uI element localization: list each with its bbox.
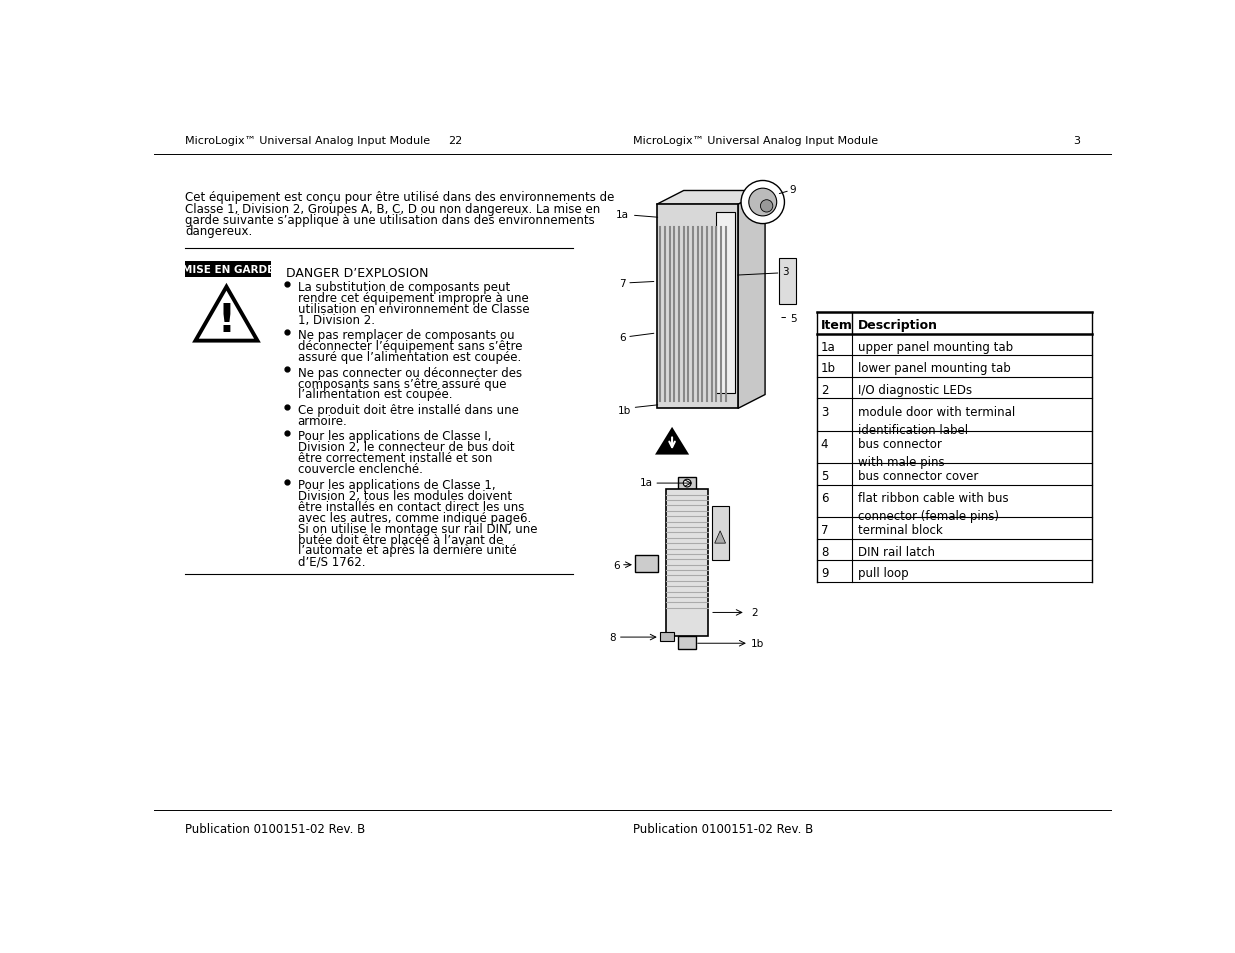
Text: Pour les applications de Classe 1,: Pour les applications de Classe 1, — [298, 478, 495, 492]
Text: Ne pas connecter ou déconnecter des: Ne pas connecter ou déconnecter des — [298, 366, 522, 379]
FancyBboxPatch shape — [678, 477, 697, 490]
FancyBboxPatch shape — [711, 507, 729, 560]
Text: 1a: 1a — [616, 210, 629, 219]
Text: 7: 7 — [619, 278, 626, 289]
Circle shape — [683, 479, 692, 487]
Text: MicroLogix™ Universal Analog Input Module: MicroLogix™ Universal Analog Input Modul… — [185, 136, 431, 146]
Text: pull loop: pull loop — [858, 567, 909, 579]
Text: 22: 22 — [448, 136, 462, 146]
Polygon shape — [195, 288, 257, 341]
Text: bus connector
with male pins: bus connector with male pins — [858, 437, 945, 468]
Text: bus connector cover: bus connector cover — [858, 470, 978, 483]
Text: 7: 7 — [821, 523, 829, 537]
Circle shape — [748, 189, 777, 216]
Text: terminal block: terminal block — [858, 523, 942, 537]
Text: Ce produit doit être installé dans une: Ce produit doit être installé dans une — [298, 403, 519, 416]
FancyBboxPatch shape — [678, 637, 697, 649]
Text: Si on utilise le montage sur rail DIN, une: Si on utilise le montage sur rail DIN, u… — [298, 522, 537, 535]
Text: dangereux.: dangereux. — [185, 225, 253, 237]
Text: armoire.: armoire. — [298, 415, 347, 428]
FancyBboxPatch shape — [635, 555, 658, 572]
Polygon shape — [657, 192, 764, 205]
Text: garde suivante s’applique à une utilisation dans des environnements: garde suivante s’applique à une utilisat… — [185, 213, 595, 227]
Text: 6: 6 — [613, 560, 620, 570]
Text: 5: 5 — [790, 314, 797, 323]
Polygon shape — [739, 192, 764, 409]
Text: l’automate et après la dernière unité: l’automate et après la dernière unité — [298, 544, 516, 557]
Text: 5: 5 — [821, 470, 829, 483]
Text: upper panel mounting tab: upper panel mounting tab — [858, 340, 1013, 354]
Text: l’alimentation est coupée.: l’alimentation est coupée. — [298, 388, 452, 401]
Text: couvercle enclenché.: couvercle enclenché. — [298, 463, 422, 476]
Text: MISE EN GARDE: MISE EN GARDE — [182, 265, 274, 274]
Text: La substitution de composants peut: La substitution de composants peut — [298, 280, 510, 294]
Text: DANGER D’EXPLOSION: DANGER D’EXPLOSION — [287, 267, 429, 279]
Text: Publication 0100151-02 Rev. B: Publication 0100151-02 Rev. B — [632, 821, 813, 835]
Text: être correctement installé et son: être correctement installé et son — [298, 452, 492, 465]
Text: assuré que l’alimentation est coupée.: assuré que l’alimentation est coupée. — [298, 351, 521, 364]
Text: 1b: 1b — [618, 406, 631, 416]
Text: Division 2, le connecteur de bus doit: Division 2, le connecteur de bus doit — [298, 441, 514, 454]
Text: DIN rail latch: DIN rail latch — [858, 545, 935, 558]
Text: 1b: 1b — [751, 639, 764, 649]
Text: 3: 3 — [782, 267, 789, 277]
Text: composants sans s’être assuré que: composants sans s’être assuré que — [298, 377, 506, 390]
Text: 2: 2 — [751, 608, 758, 618]
FancyBboxPatch shape — [779, 259, 797, 305]
Text: 9: 9 — [790, 185, 797, 194]
Text: flat ribbon cable with bus
connector (female pins): flat ribbon cable with bus connector (fe… — [858, 491, 1009, 522]
Text: module door with terminal
identification label: module door with terminal identification… — [858, 405, 1015, 436]
Text: 1a: 1a — [821, 340, 836, 354]
Text: rendre cet équipement impropre à une: rendre cet équipement impropre à une — [298, 292, 529, 304]
Text: 3: 3 — [821, 405, 829, 418]
Text: Item: Item — [821, 319, 852, 332]
Text: d’E/S 1762.: d’E/S 1762. — [298, 555, 366, 568]
Text: Description: Description — [858, 319, 939, 332]
Text: 4: 4 — [821, 437, 829, 451]
Text: Cet équipement est conçu pour être utilisé dans des environnements de: Cet équipement est conçu pour être utili… — [185, 192, 615, 204]
Text: Division 2, tous les modules doivent: Division 2, tous les modules doivent — [298, 489, 511, 502]
Text: lower panel mounting tab: lower panel mounting tab — [858, 362, 1010, 375]
Text: !: ! — [217, 302, 236, 340]
FancyBboxPatch shape — [666, 490, 709, 636]
Text: Pour les applications de Classe I,: Pour les applications de Classe I, — [298, 430, 492, 443]
FancyBboxPatch shape — [659, 632, 673, 641]
Text: 2: 2 — [821, 383, 829, 396]
Circle shape — [741, 181, 784, 224]
Text: Classe 1, Division 2, Groupes A, B, C, D ou non dangereux. La mise en: Classe 1, Division 2, Groupes A, B, C, D… — [185, 202, 600, 215]
Circle shape — [761, 200, 773, 213]
Text: 1a: 1a — [640, 477, 653, 487]
Text: être installés en contact direct les uns: être installés en contact direct les uns — [298, 500, 524, 513]
Polygon shape — [655, 428, 689, 456]
Text: avec les autres, comme indiqué page6.: avec les autres, comme indiqué page6. — [298, 511, 531, 524]
FancyBboxPatch shape — [657, 205, 739, 409]
Text: 1, Division 2.: 1, Division 2. — [298, 314, 374, 326]
Text: 8: 8 — [821, 545, 829, 558]
Polygon shape — [715, 531, 725, 543]
Text: utilisation en environnement de Classe: utilisation en environnement de Classe — [298, 302, 530, 315]
FancyBboxPatch shape — [716, 213, 735, 394]
Text: MicroLogix™ Universal Analog Input Module: MicroLogix™ Universal Analog Input Modul… — [632, 136, 878, 146]
Text: 6: 6 — [619, 333, 626, 342]
Text: butée doit être placée à l’avant de: butée doit être placée à l’avant de — [298, 533, 503, 546]
Text: 3: 3 — [1073, 136, 1081, 146]
FancyBboxPatch shape — [185, 262, 270, 277]
Text: 9: 9 — [821, 567, 829, 579]
Text: déconnecter l’équipement sans s’être: déconnecter l’équipement sans s’être — [298, 339, 522, 353]
Text: 6: 6 — [821, 491, 829, 504]
Text: Publication 0100151-02 Rev. B: Publication 0100151-02 Rev. B — [185, 821, 366, 835]
Text: Ne pas remplacer de composants ou: Ne pas remplacer de composants ou — [298, 329, 514, 342]
Text: 1b: 1b — [821, 362, 836, 375]
Text: 8: 8 — [609, 633, 615, 642]
Text: I/O diagnostic LEDs: I/O diagnostic LEDs — [858, 383, 972, 396]
